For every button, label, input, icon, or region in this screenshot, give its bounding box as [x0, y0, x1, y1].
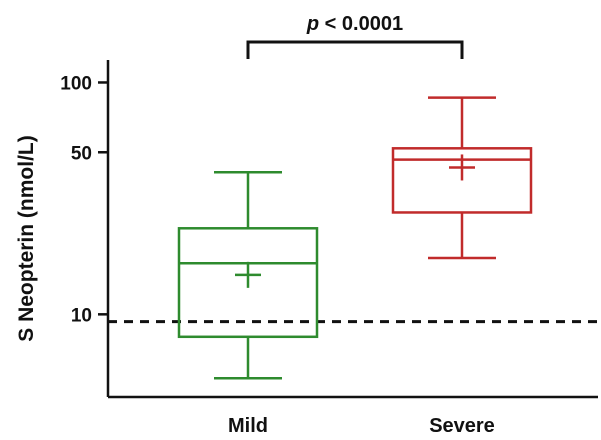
box-severe	[391, 96, 533, 260]
iqr-box-mild	[177, 227, 319, 339]
y-tick-label: 100	[60, 73, 92, 94]
significance-p-italic: p	[306, 13, 319, 35]
y-axis-title: S Neopterin (nmol/L)	[15, 135, 38, 342]
box-mild	[177, 170, 319, 380]
box-plot-group	[177, 96, 533, 380]
y-axis-ticks: 10 50 100	[60, 73, 108, 326]
x-category-label-severe: Severe	[429, 415, 495, 437]
y-tick-label: 50	[71, 143, 92, 164]
significance-value: < 0.0001	[319, 13, 403, 35]
y-tick-label: 10	[71, 305, 92, 326]
iqr-box-severe	[391, 147, 533, 214]
x-category-label-mild: Mild	[228, 415, 268, 437]
significance-label: p < 0.0001	[306, 13, 403, 35]
x-axis-category-labels: Mild Severe	[228, 415, 495, 437]
significance-bracket	[246, 40, 464, 59]
